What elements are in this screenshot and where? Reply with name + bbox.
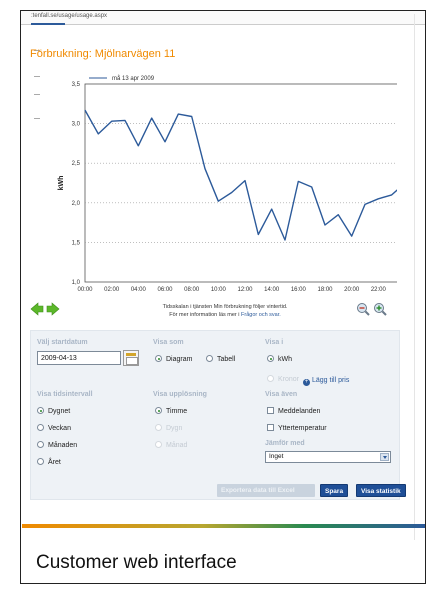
save-button[interactable]: Spara [320,484,349,497]
zoom-svg [357,303,387,316]
radio-icon [37,458,44,465]
resolution-option-day: Dygn [155,424,182,432]
zoom-out-icon[interactable] [357,303,370,316]
radio-icon [37,407,44,414]
also-show-label: Visa även [265,391,298,398]
radio-icon [267,375,274,382]
also-show-outdoor-temp[interactable]: Yttertemperatur [267,424,327,432]
show-statistics-button[interactable]: Visa statistik [356,484,406,497]
x-tick-label: 08:00 [184,287,200,293]
x-tick-label: 00:00 [77,287,93,293]
plot-area [84,83,397,283]
resolution-label: Visa upplösning [153,391,207,398]
radio-icon [155,441,162,448]
interval-label: Visa tidsintervall [37,391,93,398]
y-tick-label: 1,5 [72,240,81,246]
right-divider [414,14,415,540]
y-tick-label: 3,0 [72,122,81,128]
nav-stub [34,76,40,77]
y-tick-label: 2,5 [72,161,81,167]
compare-select[interactable]: Inget [265,451,391,463]
x-tick-label: 10:00 [211,287,227,293]
interval-option-year[interactable]: Året [37,458,61,466]
radio-icon [155,407,162,414]
x-tick-label: 02:00 [104,287,120,293]
y-tick-label: 2,0 [72,201,81,207]
radio-icon [155,424,162,431]
show-as-diagram[interactable]: Diagram [155,355,192,363]
nav-arrows-svg [30,302,60,316]
interval-option-month[interactable]: Månaden [37,441,77,449]
timescale-note: Tidsskalan i tjänsten Min förbrukning fö… [118,303,332,319]
compare-value: Inget [269,453,284,460]
zoom-controls [356,302,392,323]
also-show-messages[interactable]: Meddelanden [267,407,320,415]
radio-icon [37,441,44,448]
address-bar[interactable]: :tenfall.se/usage/usage.aspx [21,11,425,25]
calendar-icon[interactable] [123,350,139,366]
consumption-chart: 1,0 1,5 2,0 2,5 3,0 3,5 00:00 02:00 04:00 06:00 08… [29,66,397,294]
nav-stub [34,94,40,95]
checkbox-icon [267,424,274,431]
chart-svg: 1,0 1,5 2,0 2,5 3,0 3,5 00:00 02:00 04:00 06:00 08… [58,75,397,293]
interval-option-day[interactable]: Dygnet [37,407,70,415]
brand-gradient-bar [22,524,425,528]
interval-option-week[interactable]: Veckan [37,424,71,432]
zoom-in-icon[interactable] [374,303,387,316]
checkbox-icon [267,407,274,414]
radio-icon [37,424,44,431]
show-as-table[interactable]: Tabell [206,355,235,363]
note-line-1: Tidsskalan i tjänsten Min förbrukning fö… [162,304,288,310]
startdate-label: Välj startdatum [37,339,88,346]
y-tick-label: 1,0 [72,280,81,286]
legend-entry: må 13 apr 2009 [112,75,155,82]
series-line [84,109,397,241]
add-price-link[interactable]: + Lägg till pris [303,377,350,386]
radio-icon [267,355,274,362]
nav-stub [34,50,40,51]
x-tick-label: 22:00 [371,287,387,293]
x-tick-label: 06:00 [157,287,173,293]
show-in-kwh[interactable]: kWh [267,355,292,363]
x-tick-label: 14:00 [264,287,280,293]
x-tick-label: 12:00 [237,287,253,293]
x-tick-label: 18:00 [317,287,333,293]
page-title: Förbrukning: Mjölnarvägen 11 [30,48,176,60]
nav-stub [34,118,40,119]
settings-panel: Välj startdatum Visa tidsintervall Dygne… [30,330,406,500]
plus-icon: + [303,379,310,386]
compare-label: Jämför med [265,440,305,447]
radio-icon [206,355,213,362]
faq-link[interactable]: Frågor och svar. [241,312,281,318]
note-line-2: För mer information läs mer i Frågor och… [118,311,332,319]
previous-arrow-icon[interactable] [30,302,44,316]
radio-icon [155,355,162,362]
startdate-input[interactable] [37,351,121,365]
y-tick-label: 3,5 [72,82,81,88]
chart-navigation [30,302,60,321]
x-tick-label: 04:00 [131,287,147,293]
resolution-option-hour[interactable]: Timme [155,407,187,415]
caption: Customer web interface [36,552,237,573]
show-in-kronor: Kronor [267,375,299,383]
resolution-option-month: Månad [155,441,187,449]
next-arrow-icon[interactable] [46,302,60,316]
x-tick-label: 16:00 [291,287,307,293]
y-axis-label: kWh [58,176,65,191]
note-prefix: För mer information läs mer i [169,312,240,318]
show-in-label: Visa i [265,339,284,346]
url-text: :tenfall.se/usage/usage.aspx [31,13,108,19]
show-as-label: Visa som [153,339,184,346]
active-tab-indicator [31,23,65,25]
chevron-down-icon [380,453,389,461]
export-excel-button: Exportera data till Excel [217,484,315,497]
x-tick-label: 20:00 [344,287,360,293]
